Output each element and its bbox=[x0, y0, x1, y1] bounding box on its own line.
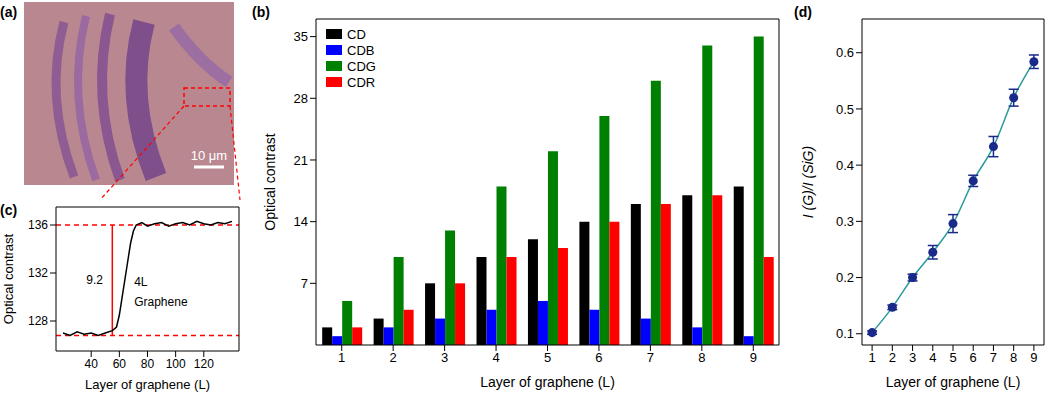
svg-text:5: 5 bbox=[949, 350, 956, 365]
svg-text:80: 80 bbox=[141, 357, 155, 371]
svg-text:9: 9 bbox=[750, 350, 757, 365]
svg-text:0.2: 0.2 bbox=[836, 270, 854, 285]
svg-text:0.1: 0.1 bbox=[836, 326, 854, 341]
svg-text:Graphene: Graphene bbox=[134, 295, 188, 309]
html-text:(b): (b) bbox=[252, 4, 270, 20]
svg-text:136: 136 bbox=[28, 218, 48, 232]
svg-text:6: 6 bbox=[970, 350, 977, 365]
svg-text:I (G)/I (SiG): I (G)/I (SiG) bbox=[800, 146, 816, 218]
svg-text:4L: 4L bbox=[134, 275, 148, 289]
svg-text:120: 120 bbox=[194, 357, 214, 371]
html-text:CDG: CDG bbox=[347, 58, 376, 74]
html-text:(d): (d) bbox=[794, 4, 812, 20]
svg-text:40: 40 bbox=[85, 357, 99, 371]
svg-text:28: 28 bbox=[294, 91, 308, 106]
svg-text:7: 7 bbox=[301, 276, 308, 291]
svg-text:4: 4 bbox=[929, 350, 936, 365]
svg-text:6: 6 bbox=[595, 350, 602, 365]
svg-text:Optical contrast: Optical contrast bbox=[262, 133, 278, 230]
svg-text:Optical contrast: Optical contrast bbox=[1, 233, 16, 324]
html-text:(c): (c) bbox=[0, 202, 18, 218]
svg-text:132: 132 bbox=[28, 266, 48, 280]
html-text:CDB: CDB bbox=[347, 42, 375, 58]
svg-text:2: 2 bbox=[390, 350, 397, 365]
html-text:CDR: CDR bbox=[347, 74, 376, 90]
svg-text:60: 60 bbox=[113, 357, 127, 371]
svg-text:128: 128 bbox=[28, 314, 48, 328]
svg-text:0.6: 0.6 bbox=[836, 45, 854, 60]
svg-text:10 μm: 10 μm bbox=[191, 148, 227, 163]
svg-text:9: 9 bbox=[1030, 350, 1037, 365]
svg-text:0.4: 0.4 bbox=[836, 158, 854, 173]
svg-text:7: 7 bbox=[990, 350, 997, 365]
svg-text:3: 3 bbox=[441, 350, 448, 365]
svg-text:4: 4 bbox=[492, 350, 499, 365]
svg-text:Layer of graphene (L): Layer of graphene (L) bbox=[480, 374, 615, 390]
svg-text:7: 7 bbox=[647, 350, 654, 365]
svg-text:Layer of graphene (L): Layer of graphene (L) bbox=[85, 377, 210, 392]
svg-text:3: 3 bbox=[909, 350, 916, 365]
svg-text:8: 8 bbox=[698, 350, 705, 365]
svg-text:100: 100 bbox=[166, 357, 186, 371]
svg-text:21: 21 bbox=[294, 153, 308, 168]
svg-text:35: 35 bbox=[294, 29, 308, 44]
svg-text:14: 14 bbox=[294, 214, 308, 229]
svg-text:8: 8 bbox=[1010, 350, 1017, 365]
html-text:CD: CD bbox=[347, 26, 366, 42]
svg-text:1: 1 bbox=[868, 350, 875, 365]
svg-text:0.5: 0.5 bbox=[836, 102, 854, 117]
svg-text:2: 2 bbox=[889, 350, 896, 365]
svg-text:0.3: 0.3 bbox=[836, 214, 854, 229]
html-text:(a): (a) bbox=[0, 4, 18, 20]
svg-text:Layer of graphene (L): Layer of graphene (L) bbox=[886, 374, 1021, 390]
svg-text:9.2: 9.2 bbox=[86, 273, 103, 287]
svg-text:1: 1 bbox=[338, 350, 345, 365]
svg-text:5: 5 bbox=[544, 350, 551, 365]
